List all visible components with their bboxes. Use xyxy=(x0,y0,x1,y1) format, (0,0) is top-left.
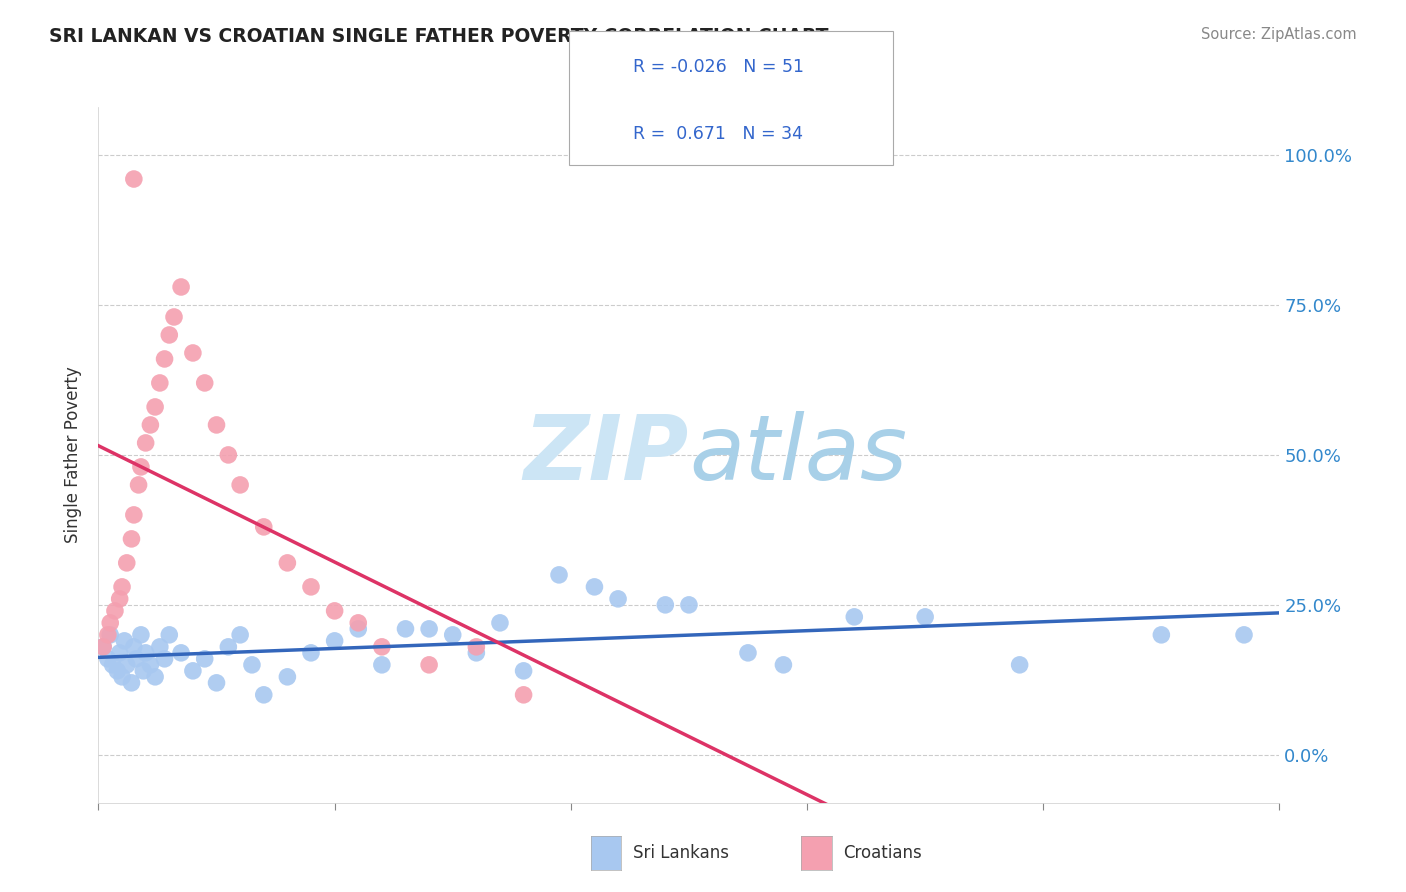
Point xyxy=(229,628,252,642)
Text: Sri Lankans: Sri Lankans xyxy=(633,844,728,862)
Point xyxy=(194,652,217,666)
Point xyxy=(323,604,346,618)
Point xyxy=(157,328,180,343)
Text: R = -0.026   N = 51: R = -0.026 N = 51 xyxy=(633,58,804,76)
Point xyxy=(149,376,172,390)
Point xyxy=(143,400,166,414)
Point xyxy=(135,646,157,660)
Point xyxy=(97,628,120,642)
Point xyxy=(205,676,228,690)
Text: atlas: atlas xyxy=(689,411,907,499)
Point xyxy=(98,615,121,630)
Point xyxy=(276,670,298,684)
Point xyxy=(737,646,759,660)
Point xyxy=(607,591,630,606)
Point xyxy=(104,604,127,618)
Point xyxy=(371,657,394,672)
Text: Source: ZipAtlas.com: Source: ZipAtlas.com xyxy=(1201,27,1357,42)
Point xyxy=(98,628,121,642)
Point xyxy=(512,688,534,702)
Point xyxy=(217,448,239,462)
Point xyxy=(371,640,394,654)
Point xyxy=(101,657,124,672)
Point xyxy=(181,664,204,678)
Point xyxy=(111,580,134,594)
Text: R =  0.671   N = 34: R = 0.671 N = 34 xyxy=(633,125,803,143)
Point xyxy=(441,628,464,642)
Point xyxy=(394,622,416,636)
Point xyxy=(115,657,138,672)
Point xyxy=(418,657,440,672)
Point xyxy=(194,376,217,390)
Y-axis label: Single Father Poverty: Single Father Poverty xyxy=(65,367,83,543)
Point xyxy=(129,628,152,642)
Point xyxy=(105,664,128,678)
Point xyxy=(129,459,152,474)
Point xyxy=(299,580,322,594)
Point xyxy=(654,598,676,612)
Text: Croatians: Croatians xyxy=(844,844,922,862)
Point xyxy=(153,652,176,666)
Point xyxy=(299,646,322,660)
Point xyxy=(122,640,145,654)
Point xyxy=(1008,657,1031,672)
Point xyxy=(121,676,143,690)
Point xyxy=(121,532,143,546)
Point xyxy=(347,615,370,630)
Point xyxy=(163,310,186,324)
Point xyxy=(181,346,204,360)
Point xyxy=(125,652,148,666)
Point xyxy=(323,633,346,648)
Point xyxy=(108,591,131,606)
Point xyxy=(489,615,512,630)
Point xyxy=(97,652,120,666)
Point xyxy=(91,640,114,654)
Point xyxy=(583,580,606,594)
Point xyxy=(253,520,276,534)
Point xyxy=(115,556,138,570)
Point xyxy=(465,646,488,660)
Point xyxy=(135,436,157,450)
Point xyxy=(132,664,155,678)
Point xyxy=(139,657,162,672)
Point xyxy=(217,640,239,654)
Point xyxy=(678,598,700,612)
Point xyxy=(108,646,131,660)
Point xyxy=(1150,628,1173,642)
Text: ZIP: ZIP xyxy=(523,411,689,499)
Point xyxy=(170,280,193,294)
Point xyxy=(91,640,114,654)
Point xyxy=(465,640,488,654)
Point xyxy=(139,417,162,432)
Point xyxy=(512,664,534,678)
Point xyxy=(111,670,134,684)
Point xyxy=(112,633,135,648)
Point xyxy=(772,657,794,672)
Point xyxy=(157,628,180,642)
Point xyxy=(347,622,370,636)
Point xyxy=(276,556,298,570)
Text: SRI LANKAN VS CROATIAN SINGLE FATHER POVERTY CORRELATION CHART: SRI LANKAN VS CROATIAN SINGLE FATHER POV… xyxy=(49,27,828,45)
Point xyxy=(418,622,440,636)
Point xyxy=(149,640,172,654)
Point xyxy=(153,351,176,366)
Point xyxy=(914,610,936,624)
Point xyxy=(229,478,252,492)
Point xyxy=(253,688,276,702)
Point xyxy=(128,478,150,492)
Point xyxy=(1233,628,1256,642)
Point xyxy=(844,610,866,624)
Point xyxy=(240,657,263,672)
Point xyxy=(122,508,145,522)
Point xyxy=(170,646,193,660)
Point xyxy=(548,567,571,582)
Point xyxy=(205,417,228,432)
Point xyxy=(122,172,145,186)
Point xyxy=(143,670,166,684)
